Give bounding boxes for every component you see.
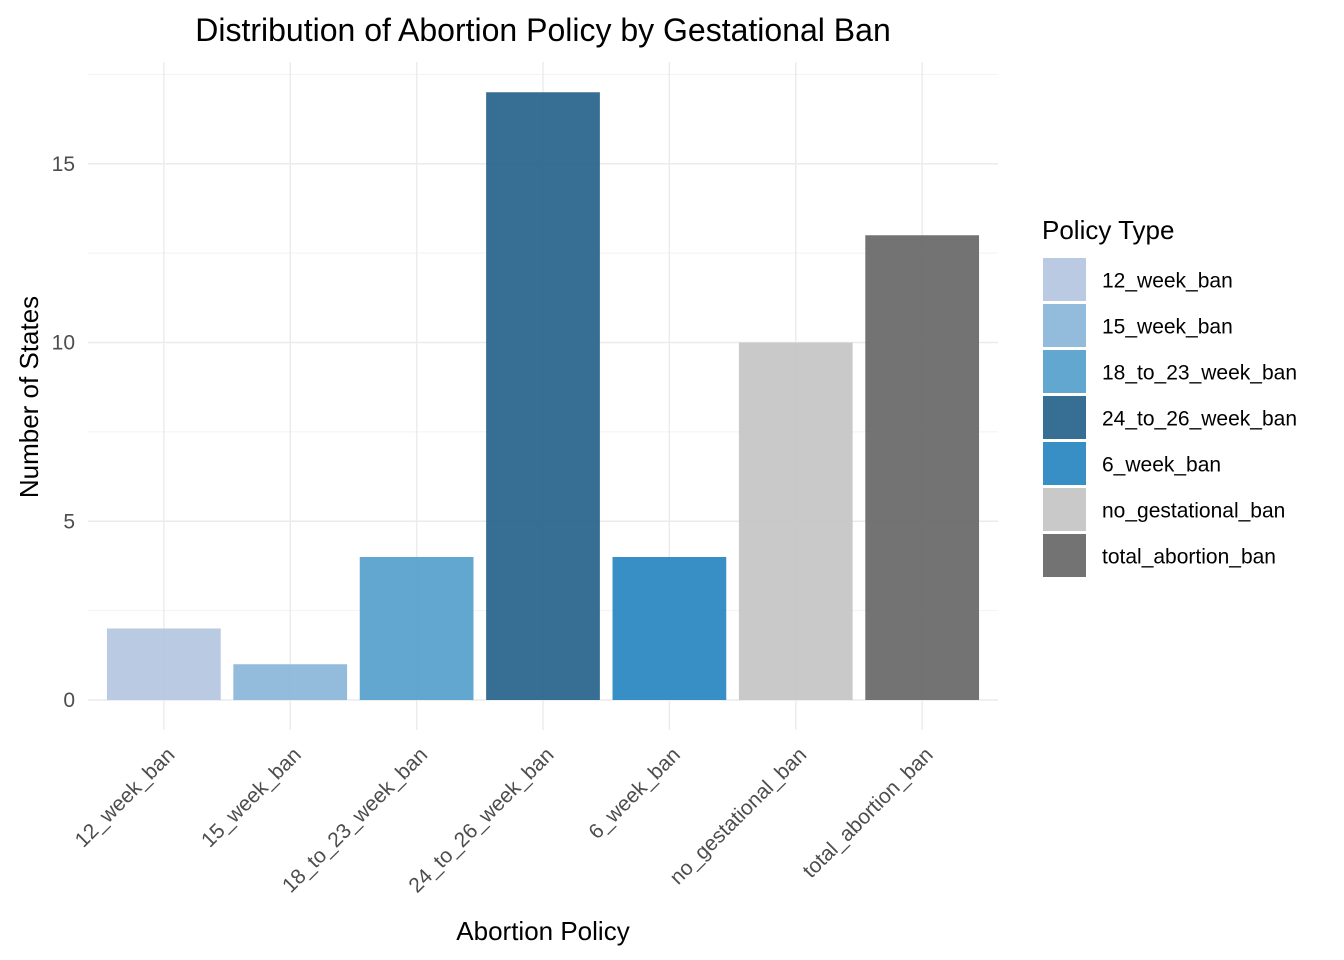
bar-24-to-26-week-ban [486, 92, 600, 700]
x-tick-label: no_gestational_ban [665, 743, 811, 889]
y-axis-title: Number of States [14, 296, 44, 498]
legend-key-no-gestational-ban [1043, 488, 1086, 531]
x-axis-title: Abortion Policy [456, 916, 629, 946]
bar-12-week-ban [106, 628, 221, 700]
x-tick-label: 15_week_ban [197, 743, 306, 852]
legend-label: 24_to_26_week_ban [1102, 408, 1297, 431]
legend-key-24-to-26-week-ban [1043, 396, 1086, 439]
y-tick-label: 0 [63, 689, 75, 712]
legend-key-6-week-ban [1043, 442, 1086, 485]
y-tick-label: 5 [63, 510, 75, 533]
legend-key-18-to-23-week-ban [1043, 350, 1086, 393]
y-tick-label: 10 [52, 332, 75, 355]
legend: Policy Type 12_week_ban 15_week_ban 18_to_… [1042, 215, 1297, 577]
legend-key-12-week-ban [1043, 258, 1086, 301]
x-tick-label: total_abortion_ban [798, 743, 937, 882]
x-tick-label: 6_week_ban [584, 743, 684, 843]
chart-title: Distribution of Abortion Policy by Gesta… [195, 12, 890, 48]
legend-label: 12_week_ban [1102, 270, 1233, 293]
x-tick-label: 12_week_ban [71, 743, 180, 852]
y-tick-label: 15 [52, 153, 75, 176]
legend-label: no_gestational_ban [1102, 500, 1285, 523]
legend-label: total_abortion_ban [1102, 546, 1276, 569]
legend-title: Policy Type [1042, 215, 1174, 245]
legend-label: 15_week_ban [1102, 316, 1233, 339]
legend-label: 6_week_ban [1102, 454, 1221, 477]
bar-total-abortion-ban [865, 235, 980, 700]
x-tick-labels: 12_week_ban 15_week_ban18_to_23_week_ban2… [71, 743, 938, 897]
x-tick-label: 18_to_23_week_ban [278, 743, 432, 897]
bar-6-week-ban [612, 557, 727, 700]
bar-18-to-23-week-ban [359, 557, 474, 700]
legend-label: 18_to_23_week_ban [1102, 362, 1297, 385]
legend-key-15-week-ban [1043, 304, 1086, 347]
bar-no-gestational-ban [738, 342, 853, 700]
bar-15-week-ban [233, 664, 348, 700]
y-tick-labels: 0 5 10 15 [52, 153, 75, 712]
legend-key-total-abortion-ban [1043, 534, 1086, 577]
bars [106, 92, 980, 700]
x-tick-label: 24_to_26_week_ban [404, 743, 558, 897]
